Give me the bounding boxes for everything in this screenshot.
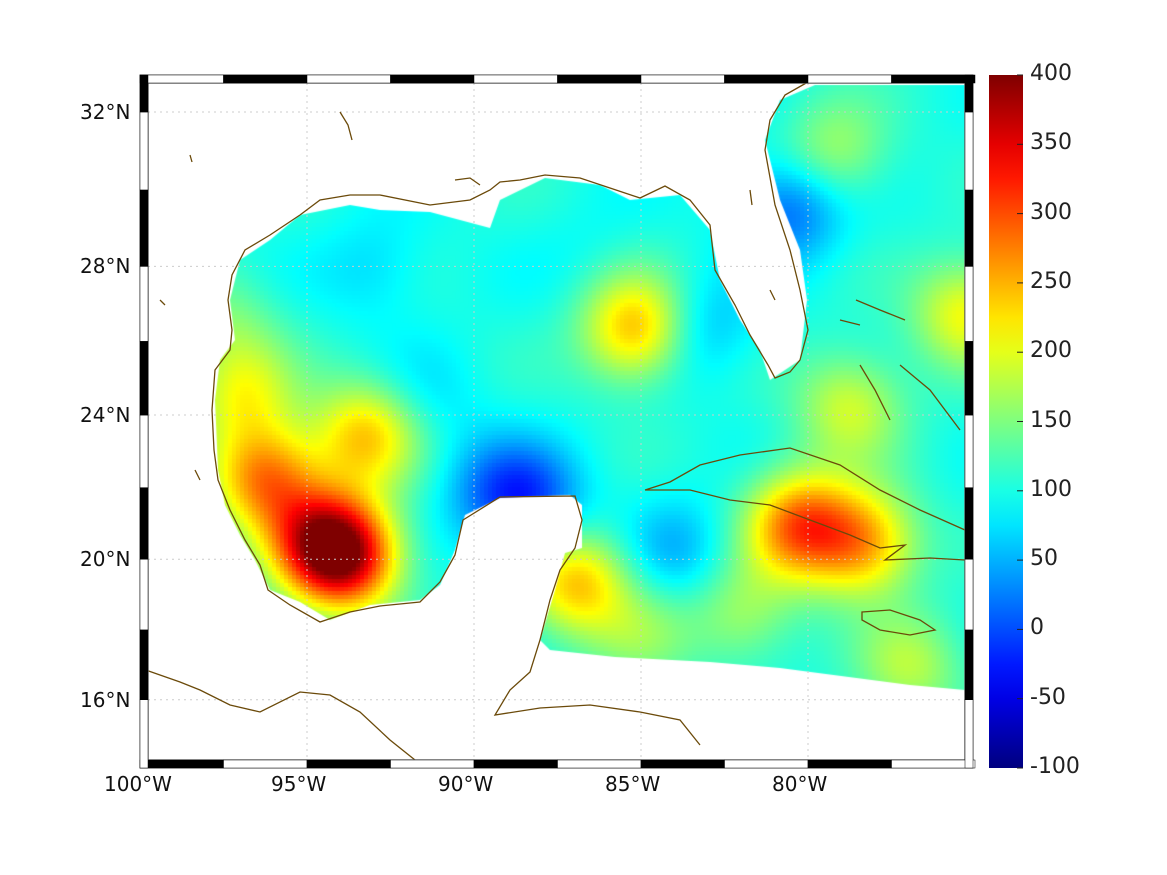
colorbar-tick-label: 150 bbox=[1030, 407, 1072, 433]
latitude-label: 28°N bbox=[80, 254, 131, 279]
coastline-segment bbox=[644, 447, 966, 561]
longitude-label: 85°W bbox=[605, 772, 661, 796]
coastline-segment bbox=[139, 667, 426, 769]
latitude-label: 32°N bbox=[80, 100, 131, 124]
frame-band-top bbox=[557, 74, 642, 84]
coastline-segment bbox=[211, 214, 701, 746]
frame-inner bbox=[147, 82, 966, 761]
frame-band-top bbox=[807, 74, 892, 84]
longitude-label: 80°W bbox=[772, 772, 828, 796]
colorbar-tick-label: 250 bbox=[1030, 268, 1072, 294]
frame-band-bottom bbox=[139, 759, 224, 769]
coastline-segment bbox=[454, 177, 776, 301]
frame-band-bottom bbox=[473, 759, 558, 769]
frame-band-left bbox=[139, 266, 149, 342]
frame-band-bottom bbox=[807, 759, 892, 769]
frame-band-left bbox=[139, 558, 149, 631]
colorbar-tick-label: 400 bbox=[1030, 61, 1072, 86]
graticule bbox=[148, 83, 965, 760]
frame-band-right bbox=[964, 341, 974, 416]
colorbar-tick-label: 350 bbox=[1030, 130, 1072, 156]
frame-outer bbox=[139, 74, 974, 769]
frame-band-right bbox=[964, 699, 974, 769]
frame-band-bottom bbox=[724, 759, 809, 769]
frame-band-right bbox=[964, 558, 974, 631]
frame-band-left bbox=[139, 699, 149, 769]
latitude-label: 24°N bbox=[80, 403, 131, 428]
frame-band-right bbox=[964, 414, 974, 488]
frame-band-left bbox=[139, 189, 149, 267]
colorbar bbox=[989, 74, 1023, 769]
frame-band-top bbox=[139, 74, 224, 84]
coastline-segment bbox=[159, 111, 353, 481]
frame-band-top bbox=[306, 74, 391, 84]
frame-band-left bbox=[139, 487, 149, 560]
frame-band-top bbox=[473, 74, 558, 84]
colorbar-tick-label: -100 bbox=[1030, 754, 1080, 779]
frame-band-top bbox=[640, 74, 725, 84]
coastline-segment bbox=[861, 609, 937, 636]
frame-band-top bbox=[724, 74, 809, 84]
frame-band-bottom bbox=[223, 759, 308, 769]
frame-band-top bbox=[891, 74, 976, 84]
frame-band-bottom bbox=[557, 759, 642, 769]
frame-band-left bbox=[139, 74, 149, 113]
latitude-label: 20°N bbox=[80, 547, 131, 572]
latitude-label: 16°N bbox=[80, 687, 131, 712]
longitude-label: 95°W bbox=[271, 772, 327, 796]
longitude-label: 100°W bbox=[104, 772, 172, 796]
coastline-segment bbox=[299, 77, 816, 379]
coastline bbox=[139, 77, 966, 769]
colorbar-tick-label: 0 bbox=[1030, 615, 1044, 641]
frame-band-right bbox=[964, 74, 974, 113]
frame-band-top bbox=[390, 74, 475, 84]
frame-band-bottom bbox=[306, 759, 391, 769]
longitude-label: 90°W bbox=[438, 772, 494, 796]
frame-band-right bbox=[964, 487, 974, 560]
colorbar-tick-label: 50 bbox=[1030, 546, 1058, 572]
frame-band-right bbox=[964, 189, 974, 267]
frame-band-top bbox=[223, 74, 308, 84]
map-frame bbox=[139, 74, 976, 769]
frame-band-left bbox=[139, 341, 149, 416]
colorbar-tick-label: 100 bbox=[1030, 476, 1072, 502]
colorbar-tick-label: -50 bbox=[1030, 684, 1066, 710]
frame-band-left bbox=[139, 629, 149, 700]
frame-band-left bbox=[139, 414, 149, 488]
frame-band-right bbox=[964, 111, 974, 191]
frame-band-bottom bbox=[390, 759, 475, 769]
frame-band-right bbox=[964, 629, 974, 700]
coastline-segment bbox=[839, 299, 961, 431]
frame-band-bottom bbox=[640, 759, 725, 769]
colorbar-tick-label: 200 bbox=[1030, 338, 1072, 364]
frame-band-right bbox=[964, 266, 974, 342]
frame-band-left bbox=[139, 111, 149, 191]
colorbar-tick-label: 300 bbox=[1030, 199, 1072, 225]
frame-band-bottom bbox=[891, 759, 976, 769]
